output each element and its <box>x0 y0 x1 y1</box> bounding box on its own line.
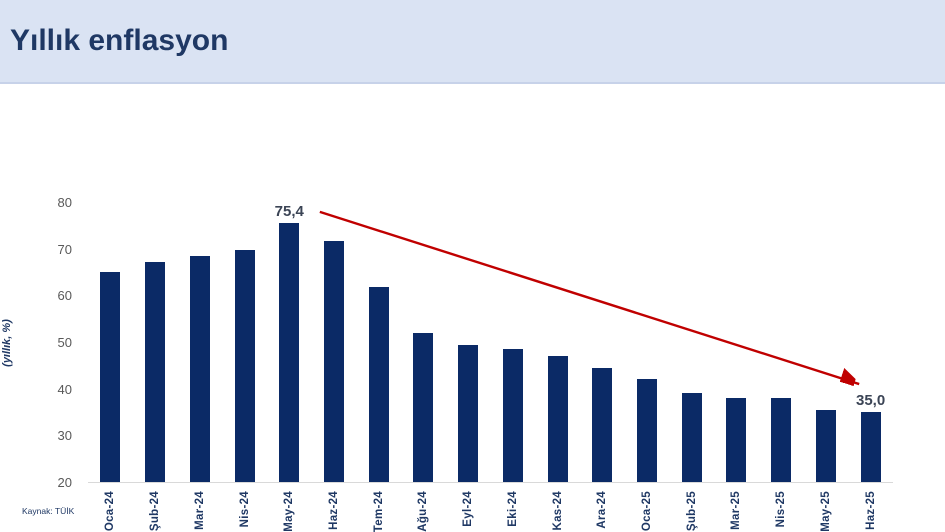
bar-column: Nis-25 <box>759 203 804 527</box>
x-tick-label: Ara-24 <box>596 491 609 529</box>
bar-value-label: 35,0 <box>855 392 886 409</box>
bar-column: Eyl-24 <box>446 203 491 527</box>
bar <box>592 368 613 482</box>
y-tick-label: 30 <box>57 428 72 444</box>
bar <box>279 223 300 482</box>
bar-column: Mar-24 <box>177 203 222 530</box>
x-tick-label: Haz-25 <box>864 491 877 530</box>
bar <box>771 398 792 482</box>
bar <box>547 355 568 482</box>
bar <box>413 332 434 482</box>
header-banner: Yıllık enflasyon <box>0 0 945 84</box>
bar-value-label: 75,4 <box>274 203 304 221</box>
y-tick-label: 40 <box>57 381 72 397</box>
x-tick-label: Şub-25 <box>685 491 698 532</box>
y-tick-label: 50 <box>57 335 72 350</box>
x-tick-label: Eki-24 <box>506 491 519 527</box>
x-tick-label: Nis-25 <box>775 491 788 528</box>
x-tick-label: Eyl-24 <box>462 491 475 527</box>
bar <box>100 272 121 482</box>
bar-column: Eki-24 <box>490 203 535 527</box>
bar <box>726 397 747 482</box>
y-tick-label: 60 <box>57 288 72 304</box>
x-tick-label: Ağu-24 <box>417 491 430 532</box>
bar-column: Şub-24 <box>133 203 178 531</box>
x-tick-label: Nis-24 <box>238 491 251 528</box>
y-tick-label: 80 <box>57 195 72 210</box>
bar-column: Mar-25 <box>714 203 759 530</box>
bar <box>502 348 523 482</box>
bar-column: May-25 <box>804 203 849 532</box>
bar-column: Kas-24 <box>535 203 580 531</box>
source-note: Kaynak: TÜİK <box>22 506 75 516</box>
x-tick-label: Oca-24 <box>104 491 117 532</box>
y-axis: 20 30 40 50 60 70 80 <box>40 195 80 490</box>
bar-series: Oca-24 Şub-24 Mar-24 Nis-24 75,4 May-24 Haz-24… <box>88 203 893 532</box>
bar-column: Haz-24 <box>312 203 357 530</box>
bar-column: 75,4 May-24 <box>267 203 312 531</box>
x-tick-label: Haz-24 <box>327 491 340 530</box>
x-tick-label: Oca-25 <box>640 491 653 532</box>
bar <box>145 262 166 482</box>
x-tick-label: Kas-24 <box>551 491 564 531</box>
bar <box>636 378 657 482</box>
bar-column: Ağu-24 <box>401 203 446 532</box>
x-tick-label: May-25 <box>819 491 832 532</box>
x-tick-label: Mar-25 <box>730 491 743 530</box>
bar-column: 35,0 Haz-25 <box>848 203 893 530</box>
y-axis-title: (yıllık, %) <box>1 319 13 367</box>
bar <box>860 412 881 482</box>
bar <box>234 249 255 482</box>
bar <box>681 392 702 482</box>
y-tick-label: 20 <box>57 475 72 490</box>
page-title: Yıllık enflasyon <box>10 24 229 57</box>
bar-column: Şub-25 <box>669 203 714 531</box>
bar <box>189 255 210 482</box>
x-tick-label: May-24 <box>283 491 296 532</box>
annual-inflation-bar-chart: (yıllık, %) 20 30 40 50 60 70 80 Oca-24 Şub-24 M… <box>0 84 945 532</box>
x-tick-label: Şub-24 <box>149 491 162 532</box>
bar-column: Oca-24 <box>88 203 133 531</box>
bar <box>458 344 479 482</box>
x-tick-label: Tem-24 <box>372 491 385 532</box>
trend-arrow <box>319 210 860 483</box>
bar-column: Oca-25 <box>625 203 670 531</box>
bar-column: Ara-24 <box>580 203 625 529</box>
y-tick-label: 70 <box>57 241 72 257</box>
plot-area: Oca-24 Şub-24 Mar-24 Nis-24 75,4 May-24 Haz-24… <box>88 203 893 532</box>
bar <box>323 241 344 482</box>
bar-column: Nis-24 <box>222 203 267 527</box>
bar-column: Tem-24 <box>356 203 401 532</box>
x-tick-label: Mar-24 <box>193 491 206 530</box>
bar <box>815 410 836 482</box>
bar <box>368 286 389 482</box>
